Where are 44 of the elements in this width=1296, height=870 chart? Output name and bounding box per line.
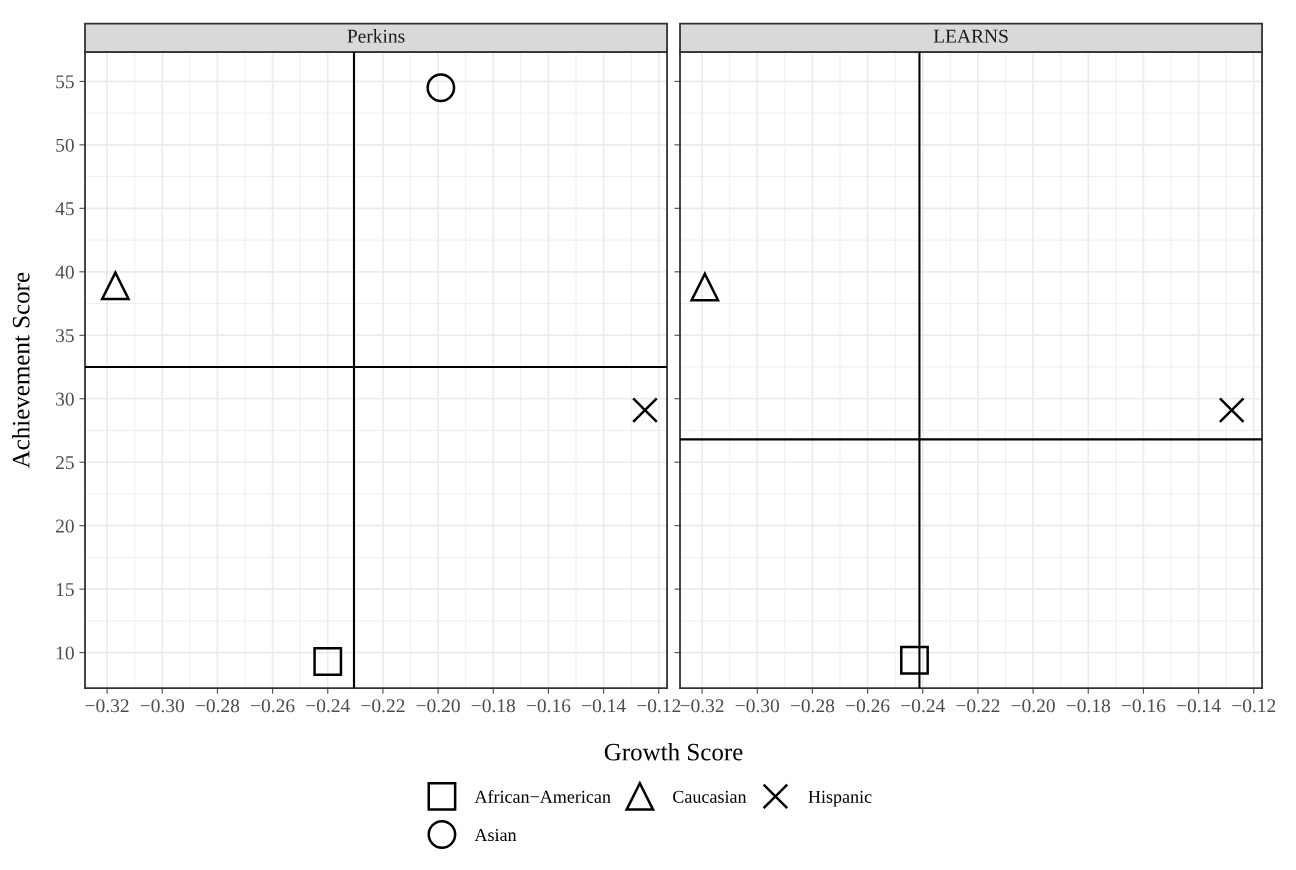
x-tick-label: −0.12 [637,699,681,713]
x-tick-label: −0.26 [846,699,890,713]
y-tick-label: 25 [56,456,74,470]
x-tick-label: −0.18 [1066,699,1111,713]
x-tick-label: −0.14 [582,699,626,713]
x-tick-label: −0.32 [85,699,129,713]
x-axis-title: Growth Score [604,742,743,761]
y-axis-title: Achievement Score [11,272,30,469]
x-tick-label: −0.16 [526,699,571,713]
legend-label: Asian [474,828,517,842]
y-tick-label: 50 [56,138,74,152]
chart-title: Perkins [347,29,405,43]
x-tick-label: −0.32 [680,699,724,713]
y-tick-label: 30 [56,392,74,406]
point [313,647,343,676]
x-tick-label: −0.28 [790,699,835,713]
x-tick-label: −0.18 [471,699,516,713]
x-tick-label: −0.16 [1121,699,1166,713]
y-tick-label: 45 [55,202,74,216]
x-tick-label: −0.30 [735,699,779,713]
x-tick-label: −0.26 [251,699,295,713]
y-tick-label: 20 [56,519,74,533]
x-tick-label: −0.30 [140,699,185,713]
x-tick-label: −0.24 [901,699,945,713]
point [100,271,130,301]
y-tick-label: 15 [56,583,74,597]
legend-label: Hispanic [808,790,872,807]
x-tick-label: −0.14 [1177,699,1221,713]
x-tick-label: −0.24 [306,699,350,713]
y-tick-label: 40 [55,265,74,279]
x-tick-label: −0.22 [361,699,405,713]
x-tick-label: −0.12 [1232,699,1276,713]
legend-label: Caucasian [673,790,747,803]
y-tick-label: 35 [56,329,74,343]
chart-title: LEARNS [933,29,1008,43]
x-tick-label: −0.28 [195,699,240,713]
point [631,397,659,424]
y-tick-label: 10 [56,646,74,660]
x-tick-label: −0.20 [416,699,460,713]
y-tick-label: 55 [56,75,74,89]
legend-label: African−American [474,790,611,803]
point [426,73,456,103]
x-tick-label: −0.20 [1011,699,1055,713]
x-tick-label: −0.22 [956,699,1000,713]
